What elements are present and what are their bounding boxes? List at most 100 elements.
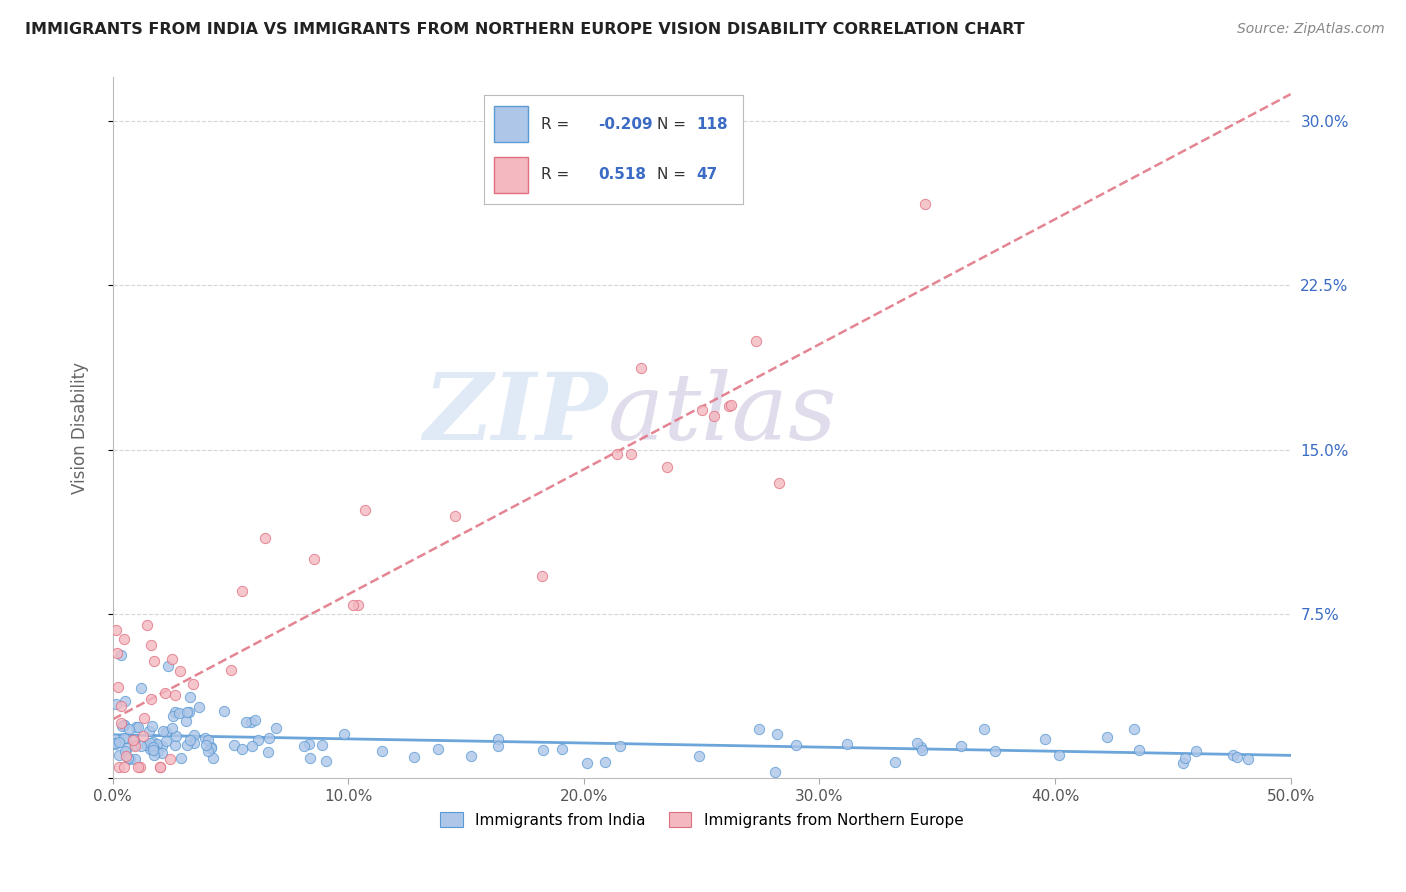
Point — [141, 691, 163, 706]
Point — [149, 760, 172, 774]
Point — [785, 738, 807, 752]
Point — [748, 722, 770, 736]
Point — [766, 727, 789, 741]
Point — [155, 734, 177, 748]
Point — [149, 760, 172, 774]
Point — [595, 755, 617, 769]
Point — [239, 714, 262, 729]
Point — [104, 736, 127, 750]
Point — [111, 718, 134, 732]
Point — [1123, 722, 1146, 736]
Point — [973, 723, 995, 737]
Point — [763, 765, 786, 780]
Point — [142, 741, 165, 756]
Point — [132, 729, 155, 743]
Point — [110, 715, 132, 730]
Point — [153, 686, 176, 700]
Point — [107, 680, 129, 694]
Point — [200, 740, 222, 755]
Point — [219, 663, 242, 677]
Point — [114, 749, 136, 764]
Point — [264, 721, 287, 735]
Point — [110, 698, 132, 713]
Point — [950, 739, 973, 753]
Point — [427, 742, 450, 756]
Point — [657, 459, 679, 474]
Point — [124, 739, 146, 753]
Point — [142, 654, 165, 668]
Point — [914, 197, 936, 211]
Point — [703, 409, 725, 424]
Y-axis label: Vision Disability: Vision Disability — [72, 362, 89, 494]
Point — [298, 751, 321, 765]
Point — [1095, 730, 1118, 744]
Point — [127, 720, 149, 734]
Point — [177, 705, 200, 719]
Point — [155, 724, 177, 739]
Point — [162, 652, 184, 666]
Point — [530, 569, 553, 583]
Text: Source: ZipAtlas.com: Source: ZipAtlas.com — [1237, 22, 1385, 37]
Point — [163, 688, 186, 702]
Point — [194, 731, 217, 746]
Point — [242, 739, 264, 754]
Point — [183, 737, 205, 751]
Point — [690, 402, 713, 417]
Point — [486, 739, 509, 753]
Point — [837, 737, 859, 751]
Point — [630, 360, 652, 375]
Point — [108, 760, 131, 774]
Point — [165, 739, 187, 753]
Point — [136, 738, 159, 752]
Point — [222, 738, 245, 752]
Point — [884, 755, 907, 769]
Point — [128, 760, 150, 774]
Point — [688, 748, 710, 763]
Point — [444, 508, 467, 523]
Point — [118, 722, 141, 736]
Point — [606, 447, 628, 461]
Point — [292, 739, 315, 753]
Point — [129, 739, 152, 753]
Point — [188, 700, 211, 714]
Point — [169, 706, 191, 720]
Point — [1237, 752, 1260, 766]
Point — [143, 748, 166, 763]
Point — [1226, 750, 1249, 764]
Point — [181, 677, 204, 691]
Point — [575, 756, 598, 770]
Point — [107, 735, 129, 749]
Point — [315, 754, 337, 768]
Point — [139, 638, 162, 652]
Point — [1171, 756, 1194, 771]
Point — [104, 737, 127, 751]
Point — [112, 760, 135, 774]
Point — [247, 732, 270, 747]
Point — [165, 705, 187, 719]
Point — [257, 745, 280, 759]
Point — [910, 739, 932, 754]
Point — [174, 714, 197, 728]
Point — [176, 705, 198, 719]
Point — [551, 742, 574, 756]
Point — [342, 599, 364, 613]
Point — [122, 733, 145, 747]
Point — [212, 704, 235, 718]
Point — [333, 727, 356, 741]
Point — [134, 711, 156, 725]
Point — [165, 729, 187, 743]
Point — [1035, 731, 1057, 746]
Point — [1174, 751, 1197, 765]
Point — [311, 738, 333, 752]
Point — [253, 531, 276, 545]
Text: atlas: atlas — [607, 368, 837, 458]
Point — [112, 718, 135, 732]
Point — [169, 664, 191, 678]
Point — [235, 714, 257, 729]
Point — [152, 724, 174, 739]
Point — [718, 399, 741, 413]
Legend: Immigrants from India, Immigrants from Northern Europe: Immigrants from India, Immigrants from N… — [434, 805, 970, 834]
Point — [531, 743, 554, 757]
Point — [120, 751, 142, 765]
Point — [1185, 743, 1208, 757]
